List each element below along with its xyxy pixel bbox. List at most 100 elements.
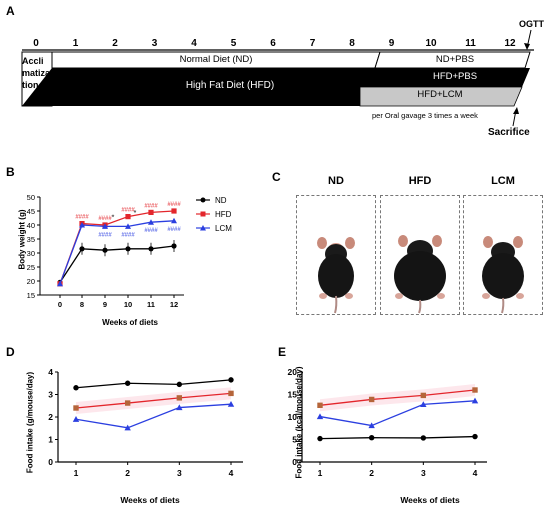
- data-point: [420, 392, 427, 399]
- data-point: [227, 400, 235, 407]
- series-line: [75, 379, 232, 389]
- high-fat-diet-bar: [22, 68, 530, 106]
- x-tick-label: 9: [103, 300, 107, 309]
- data-point: [228, 390, 234, 397]
- data-point-nd: [171, 243, 177, 249]
- series-line: [75, 392, 232, 409]
- series-line-ND: [59, 245, 175, 283]
- data-point-nd: [125, 246, 131, 252]
- x-tick-label: 4: [473, 468, 478, 478]
- week-tick-6: 6: [270, 38, 276, 49]
- sig-star: *: [112, 214, 115, 221]
- data-point-lcm: [57, 280, 63, 287]
- week-tick-10: 10: [425, 38, 437, 49]
- data-point: [124, 380, 131, 386]
- food-intake-kcal-chart: 0 5 10 15 20 1 2 3 4: [288, 367, 487, 478]
- y-tick-label: 5: [292, 435, 297, 445]
- sig-hfd: ####: [121, 208, 135, 214]
- panel-label-c: C: [272, 170, 281, 184]
- x-tick-label: 8: [80, 300, 84, 309]
- timeline-diagram: 0 1 2 3 4 5 6 7 8 9 10 11 12: [21, 29, 534, 127]
- data-point-hfd: [171, 208, 177, 214]
- chart-e-ylabel: Food intake (kcal/mouse/day): [294, 366, 304, 479]
- series-line-LCM: [59, 220, 175, 285]
- x-tick-label: 3: [177, 468, 182, 478]
- chart-e-xlabel: Weeks of diets: [400, 495, 460, 505]
- legend-label-LCM: LCM: [215, 224, 232, 233]
- data-point: [471, 397, 479, 404]
- series-line: [319, 389, 476, 406]
- week-tick-2: 2: [112, 38, 118, 49]
- week-tick-12: 12: [504, 38, 516, 49]
- sig-hfd: ####: [75, 215, 89, 221]
- legend-marker: [200, 197, 206, 203]
- data-point-hfd: [148, 209, 154, 215]
- normal-diet-label: Normal Diet (ND): [179, 54, 253, 65]
- week-tick-labels: 0 1 2 3 4 5 6 7 8 9 10 11 12: [33, 38, 516, 49]
- week-tick-11: 11: [465, 38, 476, 49]
- y-tick-label: 25: [27, 263, 35, 272]
- week-tick-7: 7: [310, 38, 316, 49]
- panel-label-a: A: [6, 4, 15, 18]
- week-tick-8: 8: [349, 38, 355, 49]
- series-line: [319, 435, 476, 440]
- y-tick-label: 20: [288, 367, 298, 377]
- data-point-nd: [79, 246, 85, 252]
- y-tick-label: 3: [48, 390, 53, 400]
- mouse-photo-lcm: [463, 195, 543, 315]
- data-point-lcm: [79, 222, 85, 228]
- x-tick-label: 11: [147, 300, 155, 309]
- nd-pbs-label: ND+PBS: [435, 54, 475, 65]
- legend-label-HFD: HFD: [215, 210, 232, 219]
- data-point-lcm: [125, 223, 131, 229]
- data-point-lcm: [148, 219, 154, 225]
- week-tick-5: 5: [231, 38, 237, 49]
- chart-d-ylabel: Food intake (g/mouse/day): [25, 371, 35, 474]
- sig-star: *: [134, 210, 137, 217]
- y-tick-label: 0: [292, 457, 297, 467]
- y-tick-label: 15: [288, 390, 298, 400]
- sig-lcm: ####: [144, 228, 158, 234]
- sig-hfd: ####: [167, 202, 181, 208]
- y-tick-label: 15: [27, 291, 35, 300]
- data-point-nd: [102, 247, 108, 253]
- week-tick-9: 9: [389, 38, 395, 49]
- data-point: [228, 377, 234, 383]
- y-tick-label: 30: [27, 249, 35, 258]
- mouse-photo-hfd: [380, 195, 460, 315]
- y-tick-label: 40: [27, 221, 35, 230]
- series-line: [319, 400, 476, 427]
- hfd-lcm-bar: [359, 86, 523, 107]
- data-point: [72, 416, 80, 422]
- week-tick-0: 0: [33, 38, 39, 49]
- legend-marker: [200, 211, 206, 217]
- hfd-label: High Fat Diet (HFD): [185, 80, 275, 91]
- x-tick-label: 2: [125, 468, 130, 478]
- y-tick-label: 50: [27, 193, 35, 202]
- group-label-nd: ND: [328, 175, 344, 187]
- y-tick-label: 10: [288, 412, 298, 422]
- acclimatization-label: Accli matiza tion: [22, 56, 51, 90]
- legend-label-ND: ND: [215, 196, 227, 205]
- x-tick-label: 4: [229, 468, 234, 478]
- week-tick-4: 4: [191, 38, 197, 49]
- sacrifice-label: Sacrifice: [488, 127, 530, 138]
- food-intake-grams-chart: 0 1 2 3 4 1 2 3 4: [48, 367, 243, 478]
- data-point: [472, 433, 478, 440]
- chart-b-ylabel: Body weight (g): [17, 209, 27, 270]
- data-point: [316, 413, 324, 420]
- y-tick-label: 1: [48, 435, 53, 445]
- body-weight-chart: 15 20 25 30 35 40 45 50 0 8 9 10 11 12 #### #### #### ###…: [27, 193, 233, 309]
- sig-lcm: ####: [98, 232, 112, 238]
- data-point: [368, 396, 375, 403]
- chart-d-xlabel: Weeks of diets: [120, 495, 180, 505]
- panel-label-e: E: [278, 345, 287, 359]
- data-point: [73, 405, 79, 411]
- data-point: [317, 402, 323, 408]
- data-point-hfd: [125, 214, 131, 220]
- sig-lcm: ####: [167, 227, 181, 233]
- y-tick-label: 2: [48, 412, 53, 422]
- series-line: [75, 403, 232, 429]
- week-tick-1: 1: [73, 38, 79, 49]
- sig-hfd: ####: [144, 203, 158, 209]
